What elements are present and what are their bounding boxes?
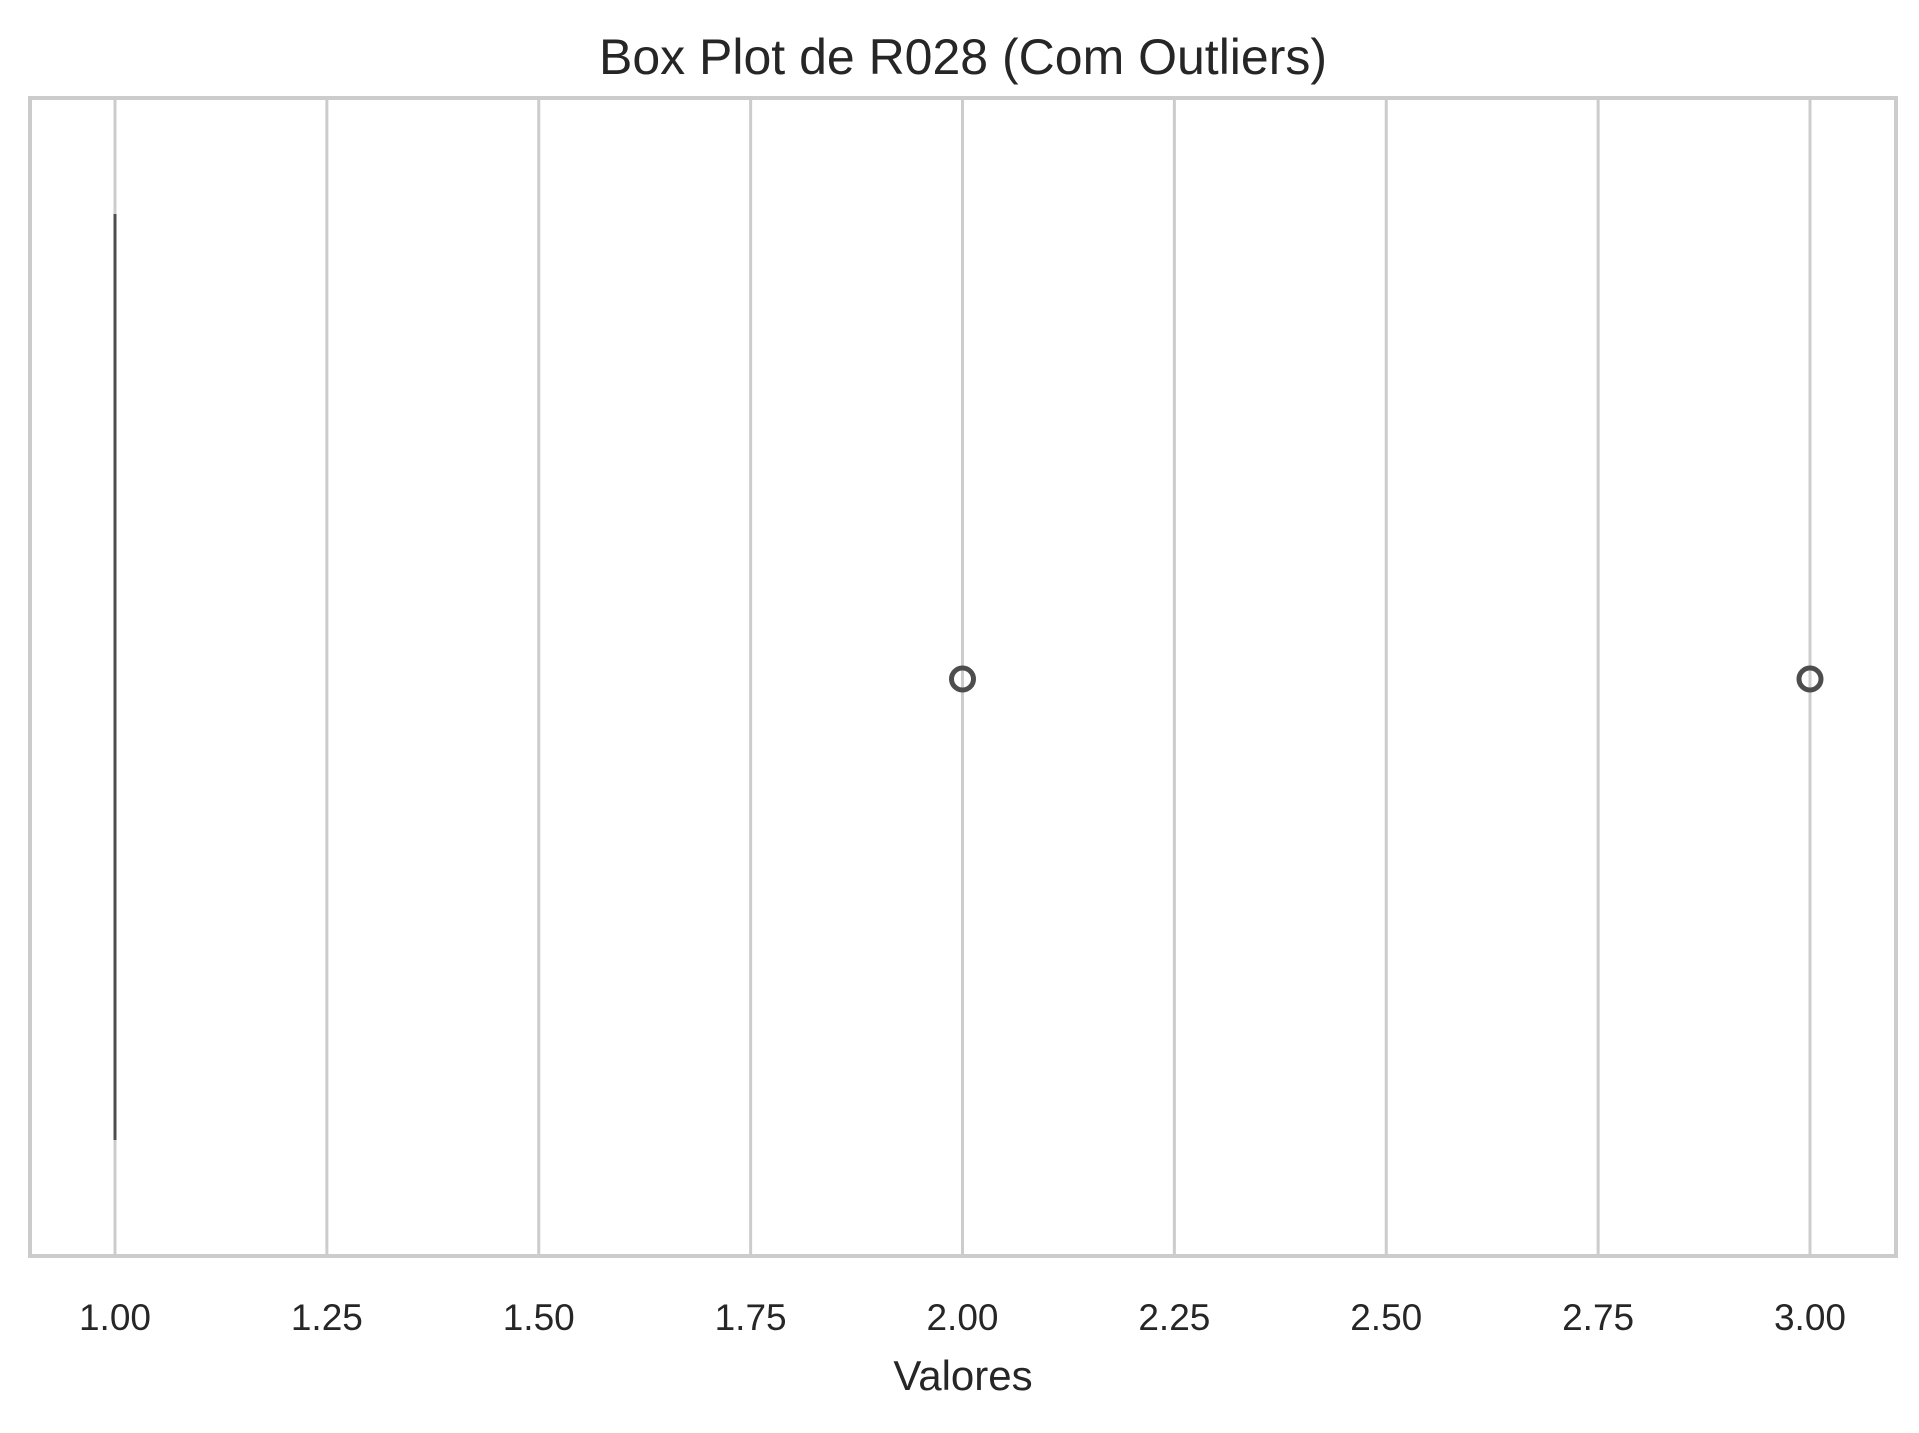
- x-tick-label: 2.50: [1350, 1297, 1422, 1338]
- x-tick-label: 1.00: [79, 1297, 151, 1338]
- box-plot-box: [113, 214, 117, 1140]
- chart-title: Box Plot de R028 (Com Outliers): [599, 29, 1327, 85]
- x-axis-ticks: 1.00 1.25 1.50 1.75 2.00 2.25 2.50 2.75 3.00: [79, 1297, 1846, 1338]
- x-tick-label: 1.75: [715, 1297, 787, 1338]
- grid-lines: [113, 98, 1812, 1256]
- outlier-point: [1796, 665, 1824, 693]
- x-tick-label: 2.75: [1562, 1297, 1634, 1338]
- x-tick-label: 1.25: [291, 1297, 363, 1338]
- x-tick-label: 1.50: [503, 1297, 575, 1338]
- x-tick-label: 2.25: [1138, 1297, 1210, 1338]
- x-axis-label: Valores: [893, 1352, 1032, 1399]
- x-tick-label: 2.00: [926, 1297, 998, 1338]
- x-tick-label: 3.00: [1774, 1297, 1846, 1338]
- outlier-points: [949, 665, 1824, 693]
- outlier-point: [949, 665, 976, 693]
- plot-frame: [28, 96, 1898, 1258]
